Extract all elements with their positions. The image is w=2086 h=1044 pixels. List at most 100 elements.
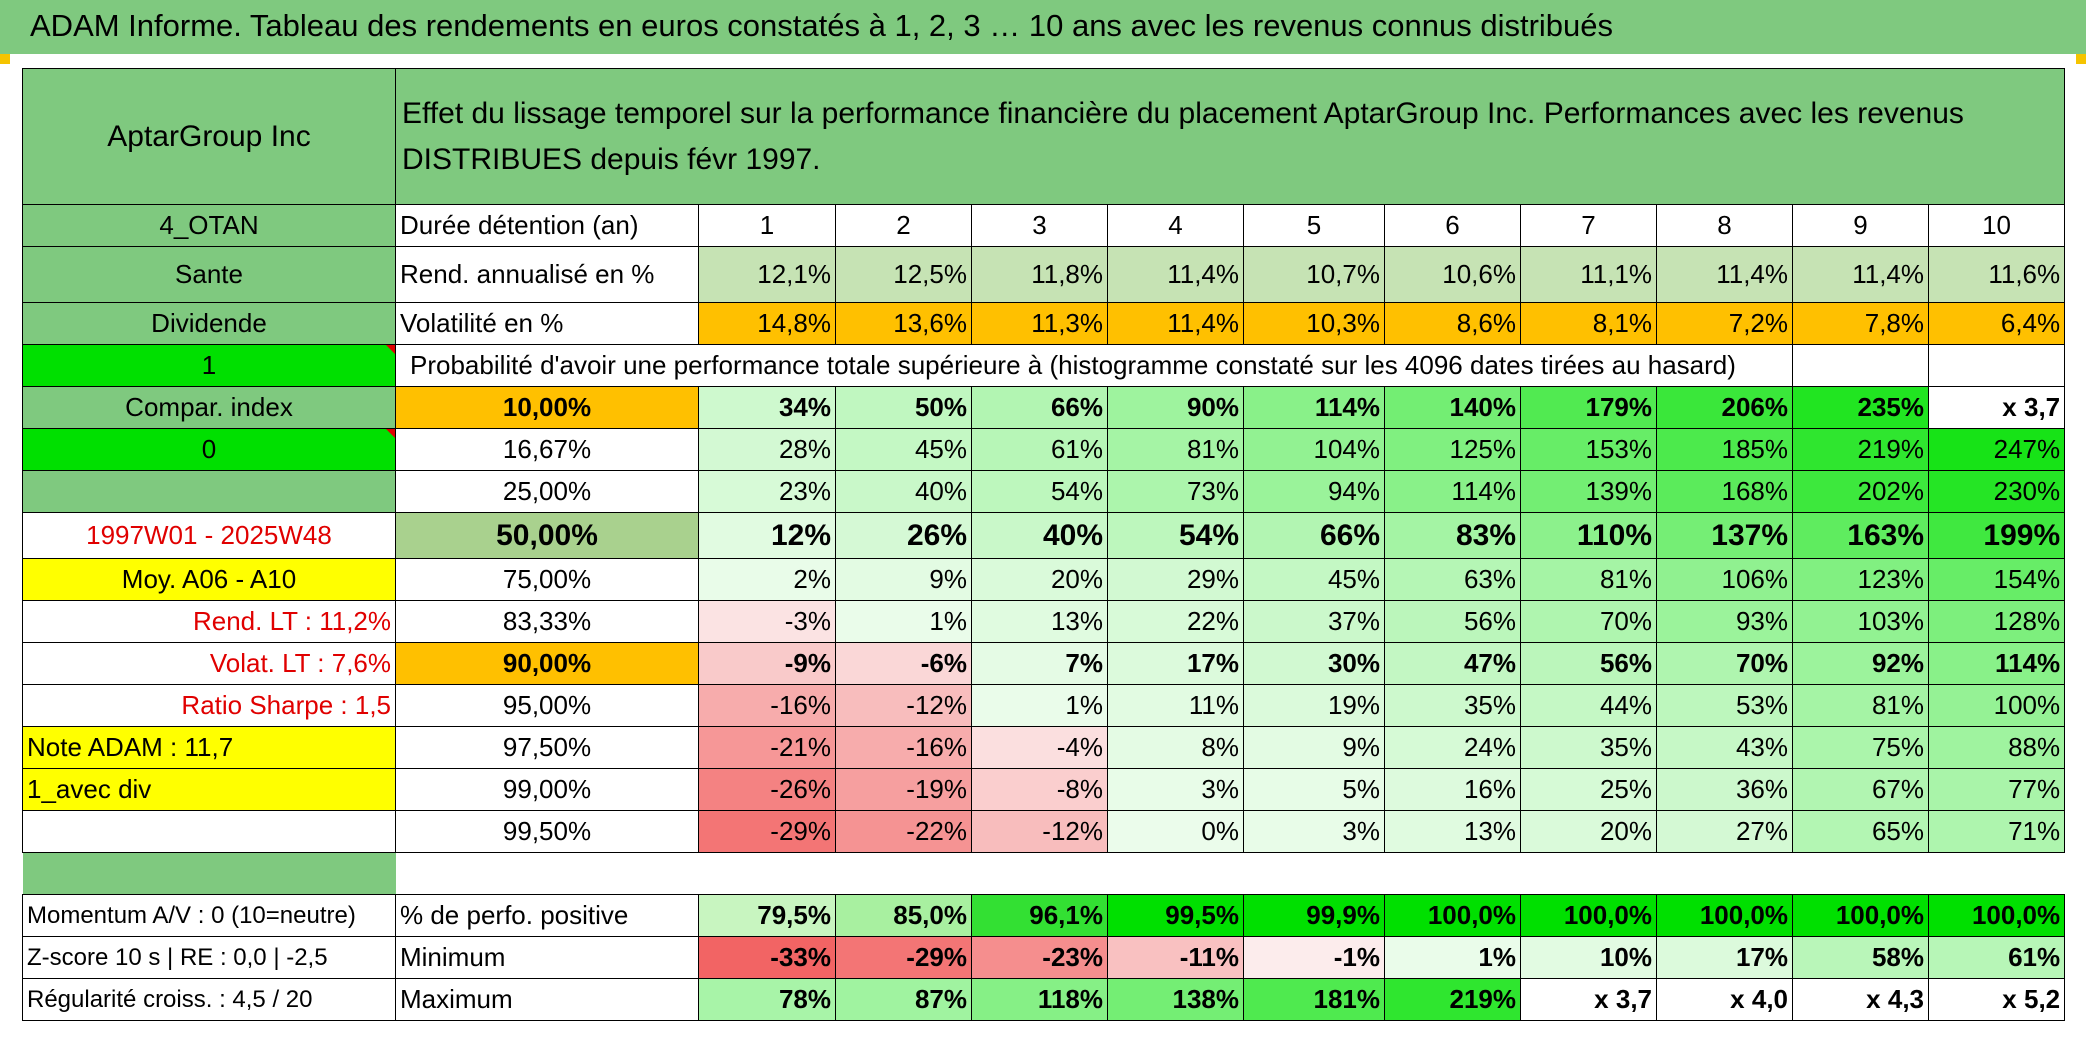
quantile-value: -4% — [971, 726, 1108, 769]
quantile-value: 247% — [1927, 428, 2066, 471]
rend-value: 12,1% — [698, 246, 836, 303]
quantile-value: 114% — [1243, 386, 1385, 429]
quantile-value: 67% — [1792, 768, 1929, 811]
quantile-value: 45% — [1243, 558, 1385, 601]
quantile-value: 50% — [835, 386, 972, 429]
table-row: Sante Rend. annualisé en % 12,1% 12,5% 11,8%… — [22, 246, 2066, 303]
quantile-label: 90,00% — [395, 642, 699, 685]
duree-label: Durée détention (an) — [395, 204, 699, 247]
table-row: Ratio Sharpe : 1,5 95,00% -16% -12% 1% 11% 19%… — [22, 684, 2066, 727]
max-value: 78% — [698, 978, 836, 1021]
table-row: Momentum A/V : 0 (10=neutre)% de perfo. … — [22, 894, 2066, 937]
quantile-value: 8% — [1107, 726, 1244, 769]
quantile-label: 10,00% — [395, 386, 699, 429]
quantile-value: 83% — [1384, 512, 1521, 559]
quantile-value: 5% — [1243, 768, 1385, 811]
quantile-value: 45% — [835, 428, 972, 471]
vol-value: 13,6% — [835, 302, 972, 345]
year-header: 5 — [1243, 204, 1385, 247]
quantile-value: 17% — [1107, 642, 1244, 685]
vol-value: 8,6% — [1384, 302, 1521, 345]
quantile-value: 3% — [1243, 810, 1385, 853]
max-value: x 4,3 — [1792, 978, 1929, 1021]
rend-value: 12,5% — [835, 246, 972, 303]
quantile-value: 3% — [1107, 768, 1244, 811]
quantile-value: 103% — [1792, 600, 1929, 643]
table-row: 0 16,67% 28% 45% 61% 81% 104% 125% 153% 185% 219% 2… — [22, 428, 2066, 471]
code-label: 4_OTAN — [22, 204, 396, 247]
flag-one: 1 — [22, 344, 396, 387]
year-header: 1 — [698, 204, 836, 247]
rend-value: 11,1% — [1520, 246, 1657, 303]
max-value: 87% — [835, 978, 972, 1021]
positive-label: % de perfo. positive — [395, 894, 699, 937]
quantile-value: 114% — [1384, 470, 1521, 513]
report-title: ADAM Informe. Tableau des rendements en … — [30, 8, 1614, 43]
vol-value: 8,1% — [1520, 302, 1657, 345]
quantile-value: 71% — [1927, 810, 2066, 853]
rend-value: 11,8% — [971, 246, 1108, 303]
quantile-value: 63% — [1384, 558, 1521, 601]
zscore-label: Z-score 10 s | RE : 0,0 | -2,5 — [22, 936, 396, 979]
year-header: 6 — [1384, 204, 1521, 247]
quantile-value: -6% — [835, 642, 972, 685]
rend-lt-label: Rend. LT : 11,2% — [22, 600, 396, 643]
quantile-value: 24% — [1384, 726, 1521, 769]
quantile-value: 93% — [1656, 600, 1793, 643]
year-header: 9 — [1792, 204, 1929, 247]
quantile-value: 163% — [1792, 512, 1929, 559]
quantile-value: -16% — [835, 726, 972, 769]
rend-value: 10,7% — [1243, 246, 1385, 303]
spacer — [396, 853, 2065, 895]
proba-label: Probabilité d'avoir une performance tota… — [395, 344, 1793, 387]
positive-value: 96,1% — [971, 894, 1108, 937]
corner-marker — [0, 54, 10, 64]
avec-div-label: 1_avec div — [22, 768, 396, 811]
rend-value: 11,6% — [1927, 246, 2066, 303]
quantile-value: 27% — [1656, 810, 1793, 853]
quantile-value: 36% — [1656, 768, 1793, 811]
table-row: 4_OTAN Durée détention (an) 1 2 3 4 5 6 7 8 9 10 — [22, 204, 2066, 247]
quantile-value: 28% — [698, 428, 836, 471]
quantile-value: -12% — [971, 810, 1108, 853]
sharpe-label: Ratio Sharpe : 1,5 — [22, 684, 396, 727]
quantile-value: -9% — [698, 642, 836, 685]
quantile-value: 66% — [1243, 512, 1385, 559]
max-label: Maximum — [395, 978, 699, 1021]
quantile-value: 114% — [1927, 642, 2066, 685]
type-label: Dividende — [22, 302, 396, 345]
spacer-label — [22, 852, 396, 895]
quantile-value: 65% — [1792, 810, 1929, 853]
quantile-value: 0% — [1107, 810, 1244, 853]
vol-value: 7,8% — [1792, 302, 1929, 345]
quantile-value: -3% — [698, 600, 836, 643]
rend-value: 11,4% — [1792, 246, 1929, 303]
table-description: Effet du lissage temporel sur la perform… — [394, 68, 2066, 205]
quantile-value: -12% — [835, 684, 972, 727]
quantile-value: 219% — [1792, 428, 1929, 471]
positive-value: 100,0% — [1656, 894, 1793, 937]
vol-value: 10,3% — [1243, 302, 1385, 345]
quantile-label: 25,00% — [395, 470, 699, 513]
quantile-value: 13% — [1384, 810, 1521, 853]
vol-value: 11,4% — [1107, 302, 1244, 345]
max-value: 118% — [971, 978, 1108, 1021]
quantile-value: 20% — [971, 558, 1108, 601]
rend-value: 11,4% — [1656, 246, 1793, 303]
quantile-value: 11% — [1107, 684, 1244, 727]
quantile-value: 9% — [1243, 726, 1385, 769]
rend-label: Rend. annualisé en % — [395, 246, 699, 303]
vol-label: Volatilité en % — [395, 302, 699, 345]
quantile-value: 53% — [1656, 684, 1793, 727]
table-row: Régularité croiss. : 4,5 / 20 Maximum 78% 8… — [22, 978, 2066, 1021]
quantile-value: 25% — [1520, 768, 1657, 811]
table-row: Volat. LT : 7,6% 90,00% -9% -6% 7% 17% 30% 47% 5… — [22, 642, 2066, 685]
table-row: 1997W01 - 2025W48 50,00% 12% 26% 40% 54% 66% 83… — [22, 512, 2066, 559]
quantile-value: 154% — [1927, 558, 2066, 601]
quantile-value: x 3,7 — [1927, 386, 2066, 429]
max-value: 138% — [1107, 978, 1244, 1021]
vol-value: 6,4% — [1927, 302, 2066, 345]
positive-value: 85,0% — [835, 894, 972, 937]
quantile-value: -22% — [835, 810, 972, 853]
quantile-value: 56% — [1384, 600, 1521, 643]
